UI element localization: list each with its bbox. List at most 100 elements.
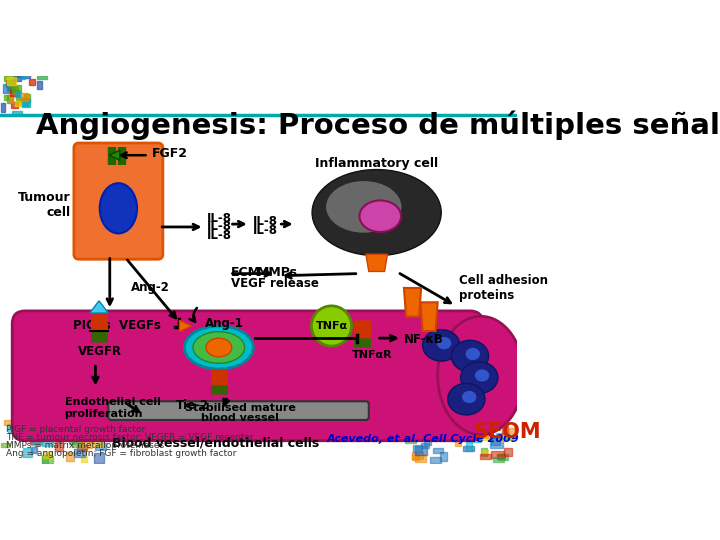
Bar [12,420,18,428]
Bar [19,421,31,428]
Ellipse shape [438,316,523,435]
Text: Acevedo, et al. Cell Cycle 2009: Acevedo, et al. Cell Cycle 2009 [326,434,519,444]
Bar [77,446,87,451]
Text: IL-8: IL-8 [253,215,277,228]
Bar [433,448,443,454]
Bar [74,449,85,456]
Bar [439,451,447,461]
Polygon shape [179,320,192,332]
Bar [405,435,416,443]
Text: TNFα: TNFα [315,321,348,331]
Bar [409,418,418,426]
Bar [413,454,419,460]
Text: PIGF = placental growth factor: PIGF = placental growth factor [6,426,145,434]
Text: Stabilised mature: Stabilised mature [185,403,296,413]
Bar [487,423,500,430]
Text: IL-8: IL-8 [207,220,232,233]
Bar [455,438,462,446]
Ellipse shape [326,181,402,233]
Bar [4,421,14,425]
Text: Ang = angiopoietin; FGF = fibroblast growth factor: Ang = angiopoietin; FGF = fibroblast gro… [6,449,236,458]
Bar [491,451,504,458]
Bar [31,447,37,453]
FancyBboxPatch shape [12,311,483,441]
Text: Cell adhesion
proteins: Cell adhesion proteins [459,274,548,302]
Bar [62,420,70,426]
Bar [469,433,480,439]
Text: IL-8: IL-8 [207,229,232,242]
Bar [42,456,53,463]
Bar [43,451,51,458]
Bar [484,428,490,438]
Bar [24,94,30,102]
Bar [14,91,20,97]
Bar [81,442,91,448]
Bar [477,426,484,435]
Bar [4,76,14,80]
Bar [490,438,503,448]
Bar [93,436,104,446]
Text: Inflammatory cell: Inflammatory cell [315,157,438,170]
Bar [1,442,10,447]
Text: MMPs: MMPs [257,266,298,279]
Bar [7,85,15,91]
Text: SEOM: SEOM [474,422,541,442]
Bar [492,457,505,462]
Bar [15,101,21,106]
Bar [68,431,78,437]
Text: PIGFs  VEGFs: PIGFs VEGFs [73,319,161,332]
Bar [2,84,12,93]
Ellipse shape [466,348,480,360]
Text: NF-κB: NF-κB [404,333,444,346]
Text: Blood vessel/endothelial cells: Blood vessel/endothelial cells [112,436,319,449]
Bar [11,427,20,432]
Bar [466,442,472,451]
FancyBboxPatch shape [108,401,369,420]
Bar [69,425,78,435]
Bar [19,99,29,105]
Bar [21,71,25,79]
Bar [504,448,512,456]
Bar [415,446,427,455]
Bar [467,417,475,425]
Bar [9,90,19,97]
Bar [72,442,84,448]
Bar [16,97,22,102]
Bar [42,455,48,464]
Bar [31,438,42,445]
Bar [72,422,79,430]
Bar [502,426,508,434]
Bar [421,443,429,448]
Ellipse shape [423,329,460,361]
Bar [31,430,38,440]
Polygon shape [366,254,387,272]
Bar [424,440,431,445]
Bar [413,445,422,452]
Bar [95,443,106,450]
Bar [6,80,15,87]
Text: TNF = tumour necrosis factor; VEGFR = VEGF receptor: TNF = tumour necrosis factor; VEGFR = VE… [6,433,253,442]
Text: Tie-2: Tie-2 [176,399,209,412]
Bar [12,111,22,114]
Bar [81,417,86,427]
Bar [491,437,500,445]
Text: ECM: ECM [231,266,261,279]
Ellipse shape [451,340,489,372]
Bar [30,436,40,444]
Bar [477,436,487,440]
Bar [464,421,475,429]
FancyBboxPatch shape [74,143,163,259]
Ellipse shape [462,391,477,403]
Ellipse shape [312,170,441,255]
Bar [45,429,55,438]
Text: Angiogenesis: Proceso de múltiples señales: Angiogenesis: Proceso de múltiples señal… [36,110,720,139]
Ellipse shape [184,326,253,369]
Bar [50,430,62,437]
Ellipse shape [193,332,245,363]
Bar [76,432,84,437]
Bar [95,426,101,435]
Bar [21,93,27,101]
Bar [1,104,5,112]
Polygon shape [420,302,438,331]
Bar [68,435,77,444]
